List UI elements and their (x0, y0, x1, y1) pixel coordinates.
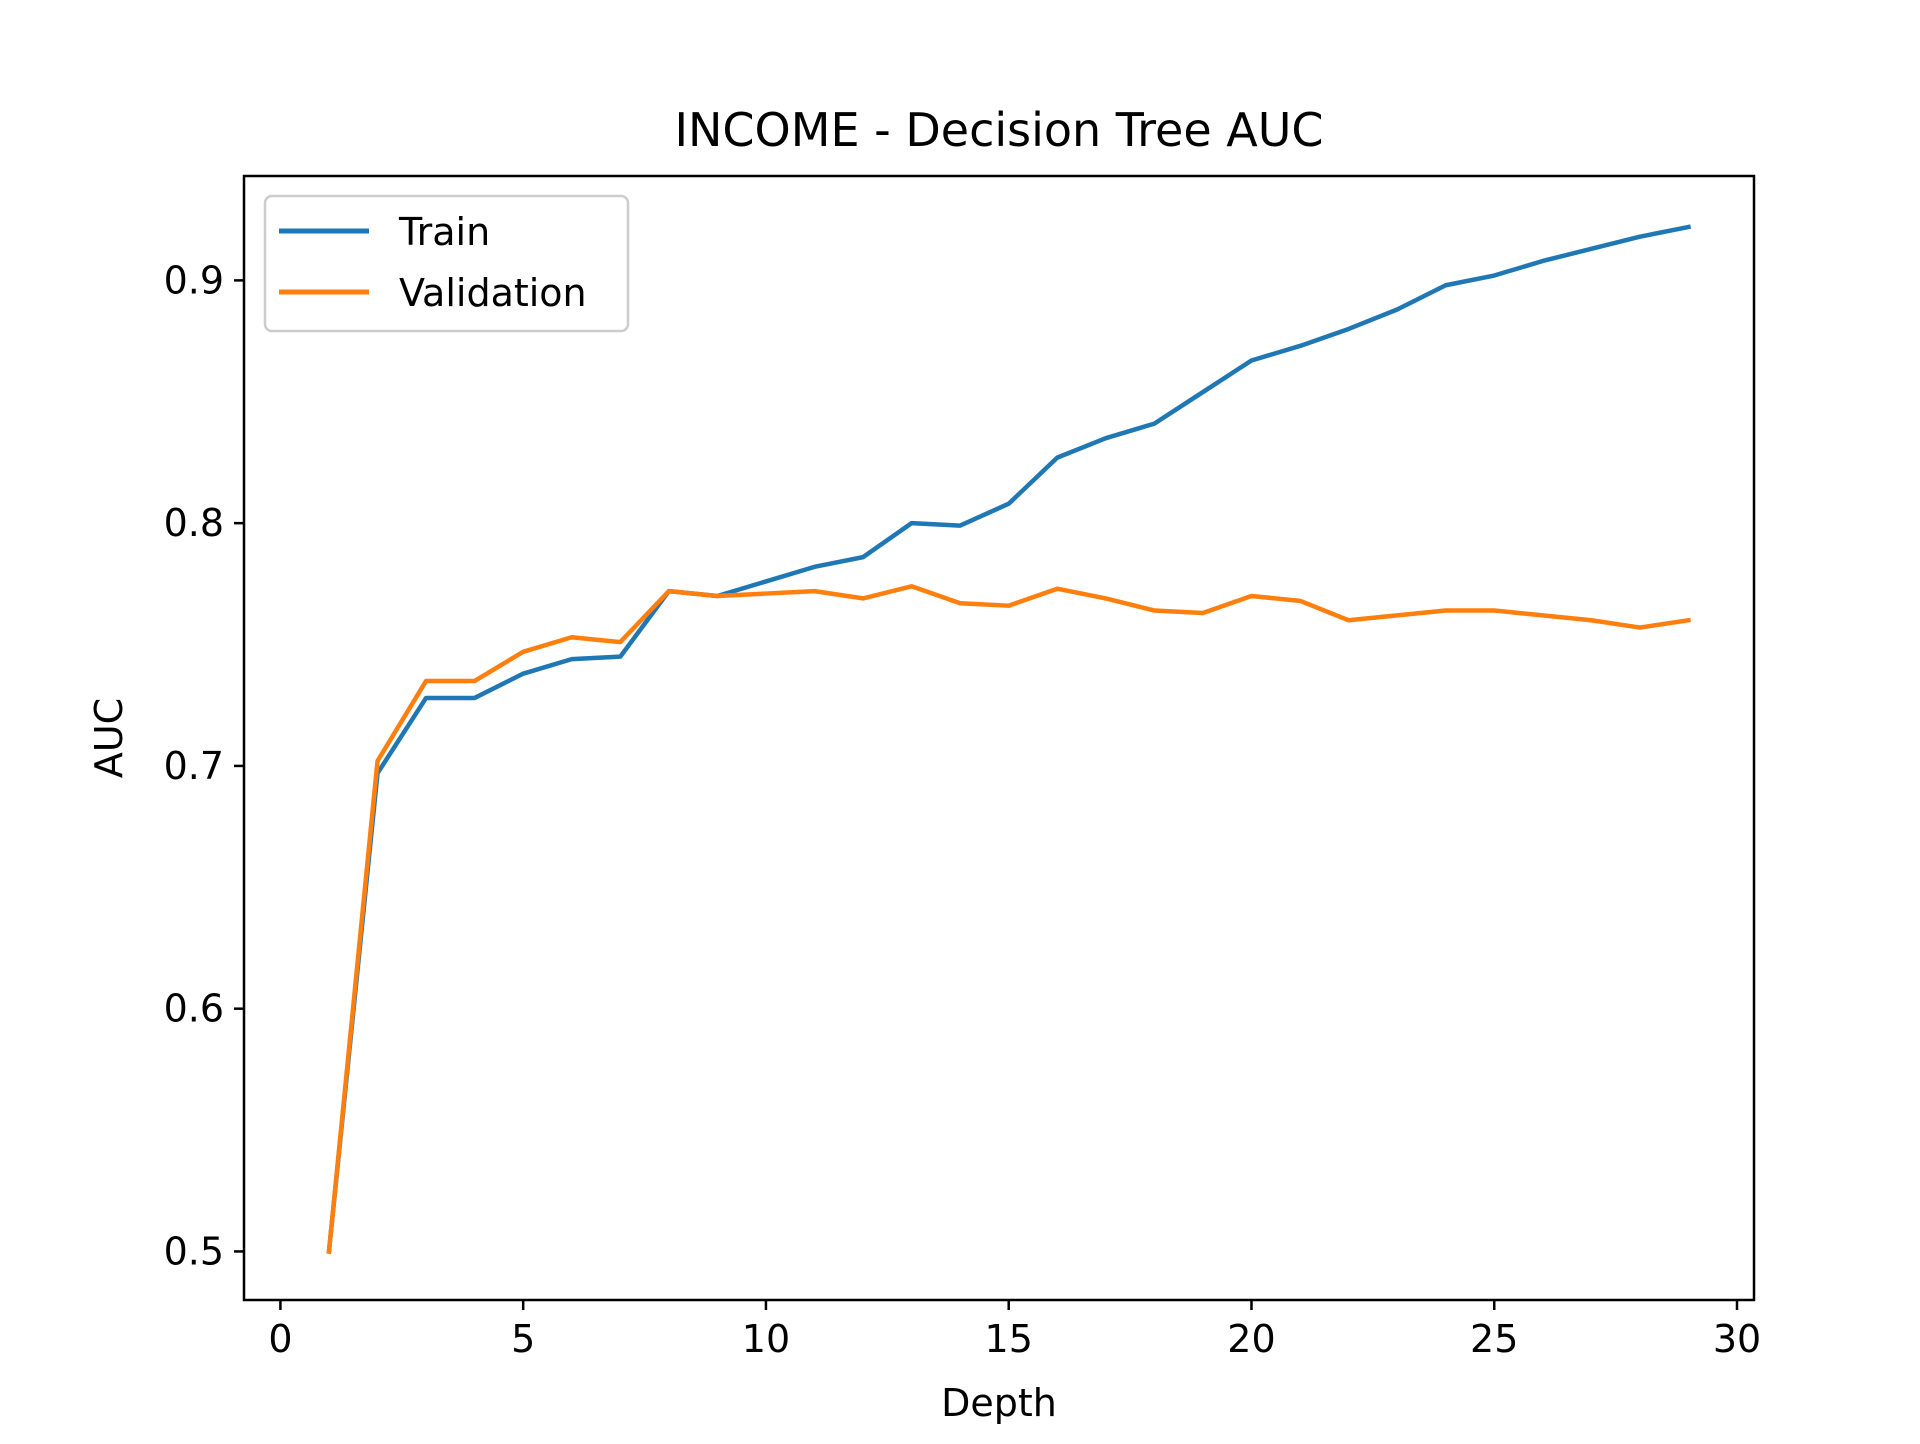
x-tick-label: 0 (268, 1317, 292, 1361)
y-axis-label: AUC (87, 698, 131, 778)
x-tick-label: 15 (985, 1317, 1033, 1361)
y-tick-label: 0.8 (164, 501, 224, 545)
y-tick-label: 0.6 (164, 987, 224, 1031)
y-tick-label: 0.9 (164, 258, 224, 302)
legend: Train Validation (265, 196, 628, 331)
x-tick-label: 20 (1227, 1317, 1275, 1361)
y-tick-label: 0.7 (164, 744, 224, 788)
legend-label-train: Train (398, 210, 490, 254)
chart-title: INCOME - Decision Tree AUC (674, 103, 1323, 157)
y-tick-label: 0.5 (164, 1229, 224, 1273)
x-tick-label: 25 (1470, 1317, 1518, 1361)
legend-label-validation: Validation (399, 271, 587, 315)
x-tick-label: 5 (511, 1317, 535, 1361)
x-tick-label: 30 (1713, 1317, 1761, 1361)
x-tick-label: 10 (742, 1317, 790, 1361)
x-axis-label: Depth (941, 1381, 1057, 1425)
